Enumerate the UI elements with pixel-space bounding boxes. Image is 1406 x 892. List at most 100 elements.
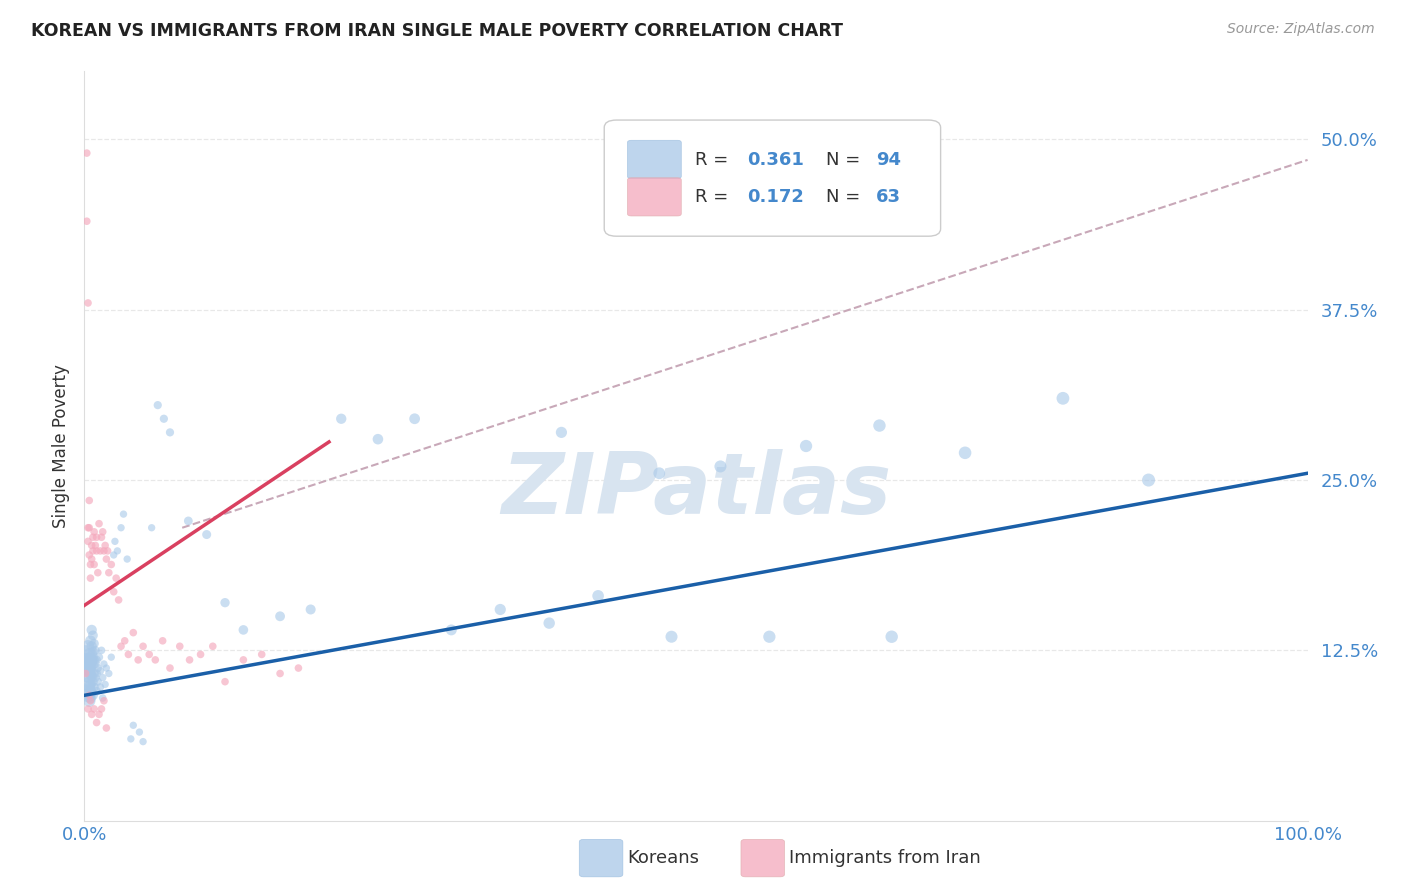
- Point: [105, 544, 128, 558]
- Y-axis label: Single Male Poverty: Single Male Poverty: [52, 364, 70, 528]
- Text: N =: N =: [825, 151, 866, 169]
- Point: [110, 640, 132, 654]
- Point: [86, 653, 108, 667]
- Point: [84, 657, 107, 671]
- Point: [146, 398, 169, 412]
- Point: [84, 671, 107, 685]
- Point: [77, 657, 100, 671]
- Point: [77, 653, 100, 667]
- Point: [214, 596, 236, 610]
- Point: [1052, 392, 1074, 406]
- Point: [103, 548, 125, 562]
- Point: [77, 702, 100, 716]
- Point: [232, 653, 254, 667]
- Point: [97, 544, 120, 558]
- Text: Koreans: Koreans: [627, 849, 699, 867]
- Point: [440, 623, 463, 637]
- Point: [794, 439, 817, 453]
- Point: [117, 648, 139, 662]
- Text: 94: 94: [876, 151, 901, 169]
- Point: [80, 707, 103, 722]
- Point: [80, 623, 103, 637]
- Text: 63: 63: [876, 188, 901, 206]
- Point: [79, 571, 101, 585]
- Point: [77, 493, 100, 508]
- Point: [103, 584, 125, 599]
- Point: [90, 530, 112, 544]
- Point: [82, 530, 104, 544]
- Text: Immigrants from Iran: Immigrants from Iran: [789, 849, 980, 867]
- Point: [77, 688, 100, 702]
- Point: [115, 552, 138, 566]
- FancyBboxPatch shape: [605, 120, 941, 236]
- Point: [82, 628, 104, 642]
- Point: [83, 680, 105, 694]
- Point: [179, 653, 201, 667]
- Point: [869, 418, 891, 433]
- Point: [77, 648, 100, 662]
- Point: [77, 521, 100, 535]
- Point: [177, 514, 200, 528]
- Point: [79, 694, 101, 708]
- Point: [100, 558, 122, 572]
- Point: [330, 411, 353, 425]
- Point: [138, 648, 160, 662]
- Point: [79, 691, 101, 706]
- Point: [195, 527, 218, 541]
- Point: [232, 623, 254, 637]
- Point: [86, 544, 108, 558]
- Point: [367, 432, 389, 446]
- Point: [758, 630, 780, 644]
- Point: [100, 650, 122, 665]
- Point: [1137, 473, 1160, 487]
- Point: [93, 657, 115, 671]
- Point: [84, 538, 107, 552]
- Point: [201, 640, 224, 654]
- Point: [132, 640, 155, 654]
- Point: [82, 645, 104, 659]
- Point: [114, 633, 136, 648]
- Point: [76, 214, 98, 228]
- Point: [97, 666, 120, 681]
- Point: [87, 707, 110, 722]
- Point: [79, 677, 101, 691]
- Point: [120, 731, 142, 746]
- Text: 0.361: 0.361: [748, 151, 804, 169]
- Point: [80, 552, 103, 566]
- Point: [880, 630, 903, 644]
- Point: [75, 666, 97, 681]
- Point: [83, 558, 105, 572]
- Point: [87, 661, 110, 675]
- Point: [79, 666, 101, 681]
- Point: [122, 718, 145, 732]
- Point: [79, 633, 101, 648]
- Point: [143, 653, 166, 667]
- Point: [76, 666, 98, 681]
- Point: [132, 734, 155, 748]
- Point: [152, 633, 174, 648]
- Point: [77, 534, 100, 549]
- Point: [169, 640, 191, 654]
- FancyBboxPatch shape: [627, 178, 682, 216]
- Point: [96, 552, 118, 566]
- Point: [269, 666, 291, 681]
- Point: [79, 558, 101, 572]
- Point: [77, 694, 100, 708]
- Point: [80, 685, 103, 699]
- Point: [112, 507, 135, 521]
- Text: N =: N =: [825, 188, 866, 206]
- Point: [90, 702, 112, 716]
- Point: [83, 702, 105, 716]
- Point: [953, 446, 976, 460]
- Point: [83, 636, 105, 650]
- Point: [104, 534, 127, 549]
- Point: [82, 658, 104, 673]
- Point: [91, 524, 114, 539]
- Point: [287, 661, 309, 675]
- Text: ZIPatlas: ZIPatlas: [501, 450, 891, 533]
- Point: [709, 459, 731, 474]
- Point: [76, 684, 98, 698]
- Point: [190, 648, 212, 662]
- Point: [79, 661, 101, 675]
- Point: [107, 593, 129, 607]
